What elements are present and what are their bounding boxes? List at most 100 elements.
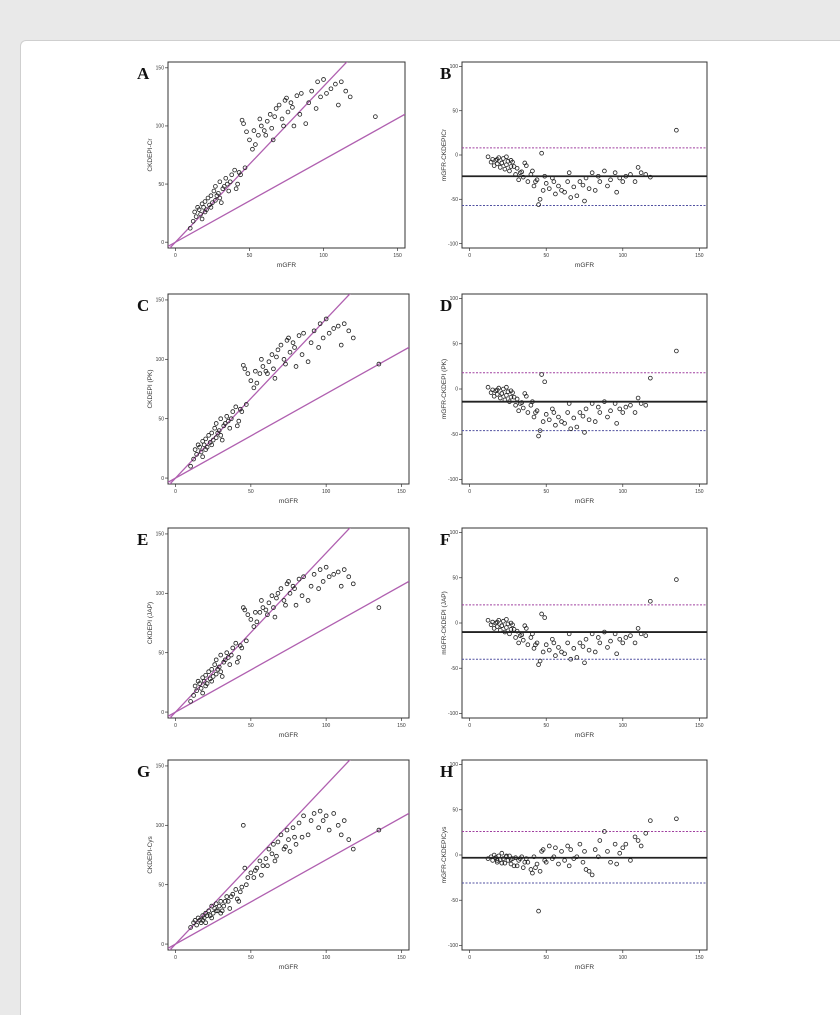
data-point bbox=[508, 394, 514, 400]
y-tick-label: 50 bbox=[452, 807, 458, 813]
data-point bbox=[317, 321, 323, 326]
data-point bbox=[213, 435, 219, 440]
data-point bbox=[628, 858, 633, 863]
y-tick-label: 0 bbox=[455, 387, 458, 393]
x-axis-label: mGFR bbox=[575, 262, 594, 269]
panel-letter: F bbox=[440, 530, 450, 549]
data-point bbox=[536, 433, 541, 439]
data-point bbox=[253, 868, 258, 873]
y-tick-label: -100 bbox=[448, 477, 458, 483]
data-point bbox=[605, 183, 610, 189]
data-point bbox=[287, 591, 293, 596]
data-point bbox=[520, 405, 526, 411]
data-point bbox=[316, 345, 321, 350]
data-point bbox=[209, 667, 214, 672]
data-point bbox=[192, 209, 197, 215]
data-point bbox=[275, 347, 281, 353]
data-point bbox=[271, 842, 276, 847]
data-point bbox=[326, 330, 332, 336]
data-point bbox=[589, 401, 595, 406]
data-point bbox=[502, 166, 508, 172]
data-point bbox=[224, 650, 230, 655]
data-point bbox=[233, 186, 239, 192]
data-point bbox=[556, 861, 561, 867]
data-point bbox=[597, 838, 603, 843]
y-tick-label: 100 bbox=[450, 296, 459, 302]
panel-a: A 0 50 100 150 0 50 100 150 mGFR CKDEPI-Cr bbox=[137, 61, 406, 269]
data-point bbox=[239, 884, 245, 890]
data-point bbox=[373, 114, 378, 119]
data-point bbox=[617, 850, 623, 856]
data-point bbox=[597, 640, 603, 646]
plot-frame bbox=[167, 61, 406, 249]
y-axis-label: mGFR-CKDEPICys bbox=[441, 826, 448, 883]
data-point bbox=[245, 875, 251, 880]
plot-area bbox=[168, 760, 409, 950]
data-point bbox=[507, 399, 512, 404]
x-tick-label: 100 bbox=[322, 955, 331, 961]
x-tick-label: 0 bbox=[468, 253, 471, 259]
data-point bbox=[209, 442, 214, 448]
x-tick-label: 50 bbox=[543, 723, 549, 729]
y-tick-label: 100 bbox=[156, 591, 165, 597]
data-point bbox=[589, 631, 595, 637]
data-point bbox=[623, 173, 629, 179]
data-point bbox=[335, 823, 341, 828]
data-point bbox=[520, 865, 526, 870]
data-point bbox=[577, 640, 583, 646]
data-point bbox=[274, 853, 279, 859]
data-point bbox=[256, 132, 261, 138]
plot-area bbox=[462, 577, 707, 667]
data-point bbox=[577, 410, 583, 415]
data-point bbox=[339, 79, 344, 85]
data-point bbox=[674, 577, 679, 582]
data-point bbox=[643, 830, 649, 836]
data-point bbox=[305, 832, 311, 838]
data-point bbox=[494, 161, 500, 167]
data-point bbox=[317, 567, 323, 572]
data-point bbox=[511, 164, 517, 169]
data-point bbox=[326, 574, 332, 579]
data-point bbox=[275, 591, 281, 596]
data-point bbox=[267, 112, 273, 117]
data-point bbox=[245, 612, 251, 617]
data-point bbox=[551, 179, 557, 184]
data-point bbox=[517, 856, 523, 861]
data-point bbox=[200, 918, 205, 923]
data-point bbox=[536, 662, 541, 667]
plot-frame bbox=[167, 293, 410, 485]
x-tick-label: 100 bbox=[619, 723, 628, 729]
data-point bbox=[201, 205, 206, 210]
data-point bbox=[635, 626, 641, 631]
data-point bbox=[270, 137, 276, 143]
data-point bbox=[574, 424, 580, 430]
data-point bbox=[520, 637, 526, 643]
data-point bbox=[605, 414, 610, 420]
data-point bbox=[597, 410, 603, 415]
data-point bbox=[497, 627, 503, 633]
y-axis-label: mGFR-CKDEPI (JAP) bbox=[441, 591, 448, 655]
data-point bbox=[522, 160, 528, 166]
data-point bbox=[192, 683, 198, 689]
data-point bbox=[508, 158, 514, 163]
data-point bbox=[508, 620, 514, 626]
data-point bbox=[335, 569, 341, 575]
data-point bbox=[533, 179, 538, 184]
data-point bbox=[250, 146, 255, 152]
data-point bbox=[574, 655, 580, 660]
data-point bbox=[494, 392, 500, 397]
data-point bbox=[612, 170, 618, 176]
data-point bbox=[612, 841, 618, 847]
data-point bbox=[281, 357, 287, 362]
data-point bbox=[235, 181, 240, 187]
data-point bbox=[301, 330, 306, 336]
y-tick-label: 0 bbox=[455, 153, 458, 159]
data-point bbox=[218, 899, 224, 904]
data-point bbox=[292, 834, 297, 840]
data-point bbox=[628, 172, 633, 177]
data-point bbox=[227, 906, 233, 911]
x-tick-label: 0 bbox=[174, 489, 177, 495]
data-point bbox=[308, 583, 314, 589]
data-point bbox=[311, 811, 317, 816]
data-point bbox=[341, 567, 347, 572]
